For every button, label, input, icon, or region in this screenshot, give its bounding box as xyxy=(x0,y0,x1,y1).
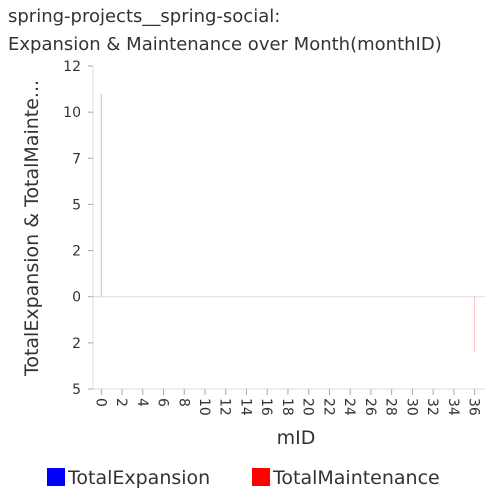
y-tick-label: 5 xyxy=(72,382,81,398)
x-axis-label: mID xyxy=(277,427,316,449)
y-tick-label: 0 xyxy=(72,290,81,306)
x-tick-label: 26 xyxy=(362,398,378,416)
bar xyxy=(100,93,102,297)
x-tick-label: 6 xyxy=(155,398,171,407)
legend-swatch xyxy=(47,468,65,486)
x-tick-label: 18 xyxy=(279,398,295,416)
x-tick-label: 12 xyxy=(217,398,233,416)
x-tick-label: 14 xyxy=(237,398,253,416)
y-tick-label: 10 xyxy=(63,105,81,121)
x-tick-label: 4 xyxy=(134,398,150,407)
x-tick-label: 10 xyxy=(196,398,212,416)
y-tick-label: 12 xyxy=(63,59,81,75)
x-tick-label: 2 xyxy=(113,398,129,407)
x-tick-label: 34 xyxy=(445,398,461,416)
x-tick-label: 0 xyxy=(92,398,108,407)
x-tick-label: 8 xyxy=(175,398,191,407)
x-tick-label: 36 xyxy=(466,398,482,416)
y-tick-label: 7 xyxy=(72,151,81,167)
y-tick-label: 5 xyxy=(72,197,81,213)
x-tick-label: 28 xyxy=(383,398,399,416)
x-tick-label: 22 xyxy=(320,398,336,416)
x-tick-label: 32 xyxy=(424,398,440,416)
x-tick-label: 30 xyxy=(403,398,419,416)
x-tick-label: 16 xyxy=(258,398,274,416)
y-tick-label: 2 xyxy=(72,244,81,260)
bar xyxy=(474,296,476,353)
y-tick-label: 2 xyxy=(72,336,81,352)
x-tick-label: 24 xyxy=(341,398,357,416)
legend-label: TotalMaintenance xyxy=(272,467,440,489)
chart-title: spring-projects__spring-social: xyxy=(8,6,280,27)
legend-label: TotalExpansion xyxy=(67,467,210,489)
y-axis-label: TotalExpansion & TotalMainte... xyxy=(21,80,43,377)
chart-subtitle: Expansion & Maintenance over Month(month… xyxy=(8,34,442,55)
legend-swatch xyxy=(252,468,270,486)
x-tick-label: 20 xyxy=(300,398,316,416)
